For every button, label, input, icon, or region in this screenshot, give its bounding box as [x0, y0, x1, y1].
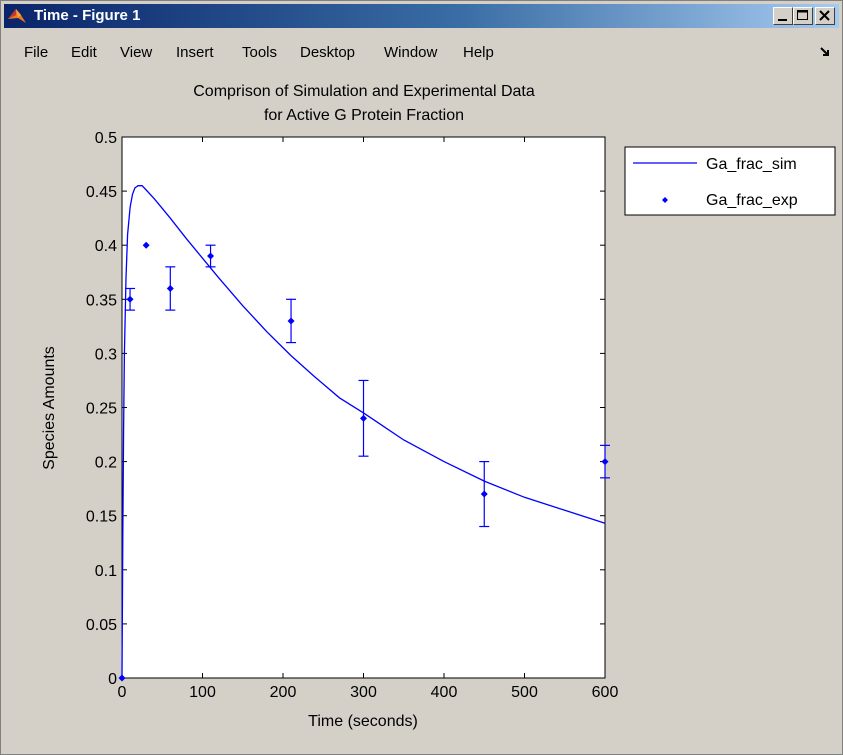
menu-file[interactable]: File: [24, 44, 49, 61]
menu-bar: File Edit View Insert Tools Desktop Wind…: [4, 41, 839, 65]
menu-help[interactable]: Help: [463, 44, 494, 61]
menu-insert[interactable]: Insert: [176, 44, 214, 61]
title-bar[interactable]: Time - Figure 1: [4, 4, 839, 28]
maximize-button[interactable]: [793, 7, 813, 25]
minimize-icon: [778, 19, 787, 21]
menu-tools[interactable]: Tools: [242, 44, 278, 61]
minimize-button[interactable]: [773, 7, 793, 25]
figure-area: [7, 67, 836, 747]
menu-view[interactable]: View: [120, 44, 153, 61]
menu-window[interactable]: Window: [384, 44, 438, 61]
menu-desktop[interactable]: Desktop: [300, 44, 356, 61]
close-button[interactable]: [815, 7, 835, 25]
matlab-logo-icon: [8, 9, 26, 23]
dock-arrow-icon[interactable]: [819, 46, 831, 58]
close-icon: [819, 10, 830, 21]
window-title: Time - Figure 1: [34, 7, 141, 24]
menu-edit[interactable]: Edit: [71, 44, 97, 61]
maximize-icon: [797, 10, 808, 20]
